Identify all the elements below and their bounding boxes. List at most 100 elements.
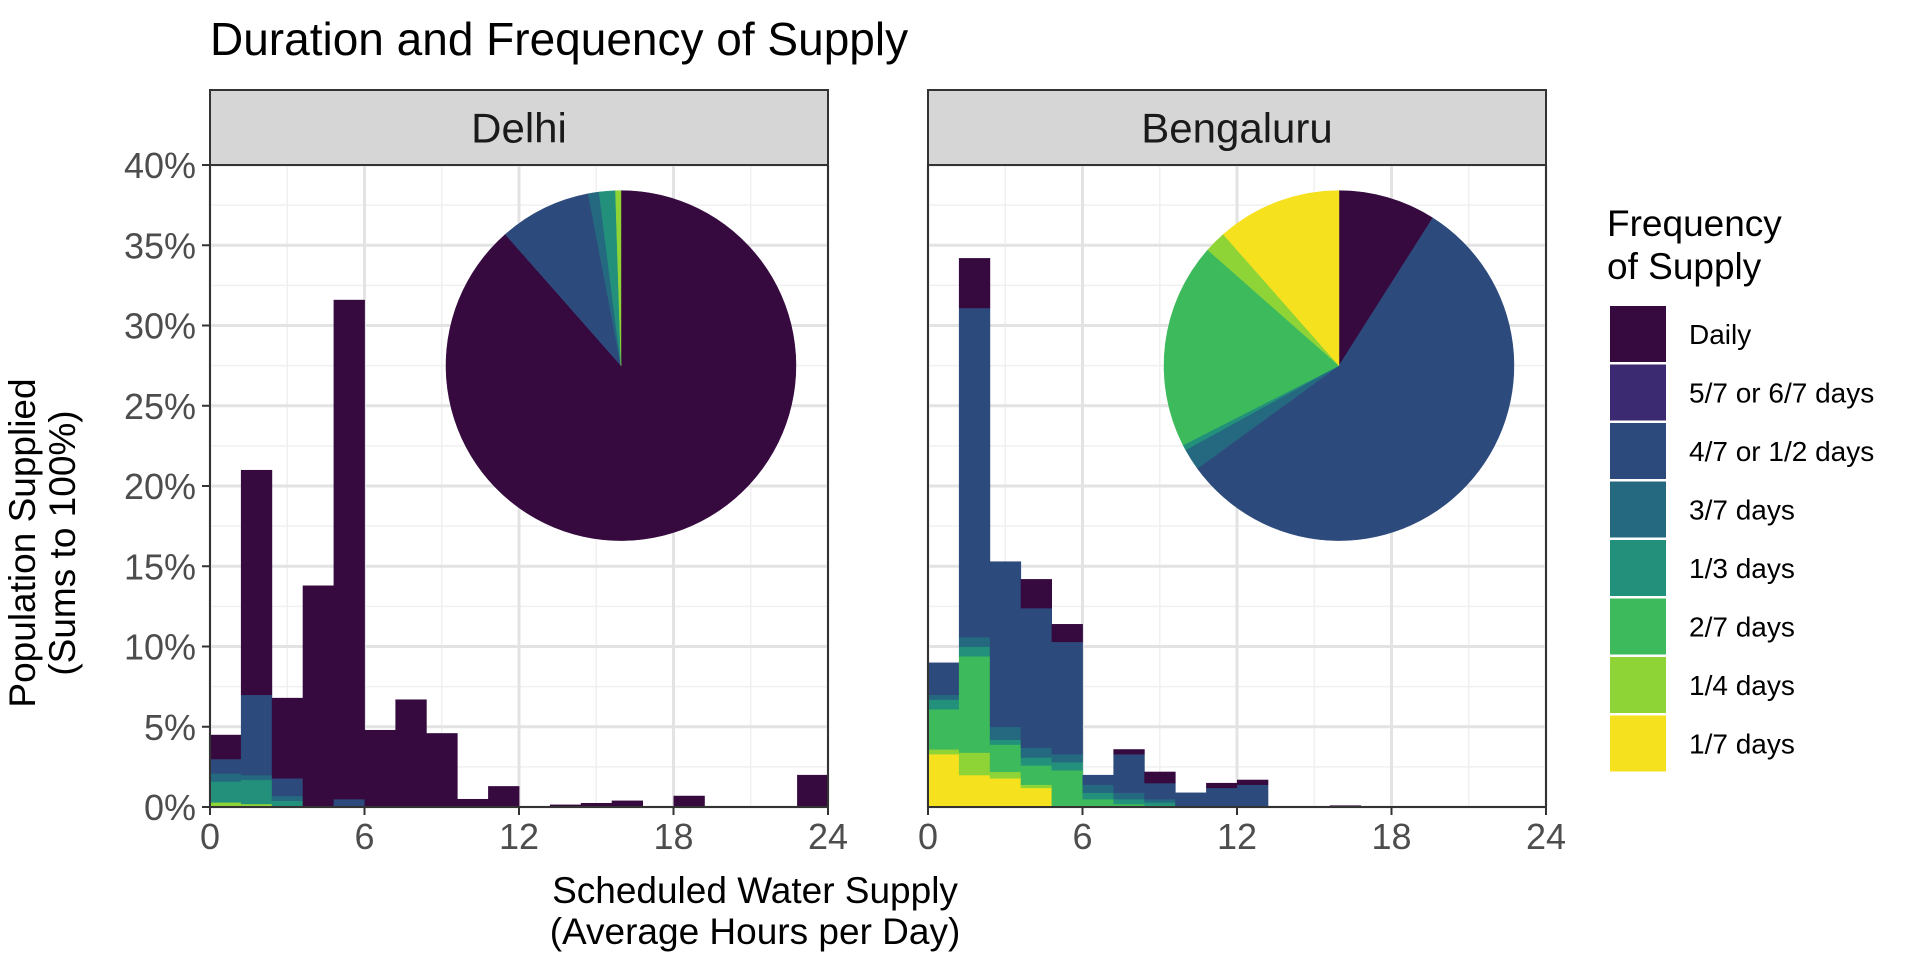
y-tick-label: 35%: [124, 225, 196, 266]
histogram-bar-daily: [240, 469, 273, 696]
histogram-bar-2-7-days: [1051, 770, 1083, 808]
pie-slice-daily: [1338, 190, 1434, 367]
legend-key-label: 3/7 days: [1689, 495, 1795, 526]
x-tick-label: 12: [499, 816, 539, 857]
histogram-bar-1-3-days: [1144, 802, 1176, 806]
histogram-bar-3-7-days: [1020, 747, 1052, 758]
histogram-bar-daily: [395, 699, 427, 808]
histogram-bar-1-3-days: [240, 779, 273, 805]
legend-key-swatch: [1610, 657, 1666, 713]
histogram-bar-daily: [1237, 779, 1269, 785]
pie-slice-1-4-days: [615, 190, 622, 366]
legend-title-line-1: Frequency: [1607, 203, 1782, 244]
histogram-bar-3-7-days: [1082, 784, 1114, 793]
facet-strip-label: Bengaluru: [1141, 105, 1332, 152]
x-tick-label: 6: [354, 816, 374, 857]
histogram-bar-2-7-days: [1020, 765, 1052, 785]
histogram-bar-daily: [1144, 771, 1176, 784]
histogram-bar-daily: [302, 585, 334, 808]
histogram-bar-1-3-days: [958, 646, 991, 657]
histogram-bar-1-3-days: [989, 739, 1022, 745]
histogram-bar-daily: [797, 774, 829, 808]
pie-slice-2-7-days: [1163, 249, 1340, 446]
histogram-bar-daily: [333, 299, 365, 800]
y-axis-title-line-1: Population Supplied: [2, 378, 43, 707]
histogram-bar-1-7-days: [1020, 787, 1052, 808]
histogram-bar-3-7-days: [1051, 754, 1083, 763]
histogram-bar-1-3-days: [210, 781, 242, 803]
histogram-bar-daily: [210, 734, 242, 760]
histogram-bar-1-4-days: [958, 752, 991, 776]
legend-key-label: 1/3 days: [1689, 553, 1795, 584]
histogram-bar-3-7-days: [271, 795, 304, 801]
histogram-bar-1-3-days: [1082, 792, 1114, 800]
y-axis-title: Population Supplied (Sums to 100%): [2, 378, 83, 707]
histogram-bar-4-7-or-1-2-days: [958, 307, 991, 638]
histogram-bar-4-7-or-1-2-days: [1206, 787, 1238, 808]
histogram-bar-3-7-days: [928, 694, 960, 700]
histogram-bar-1-7-days: [989, 778, 1022, 808]
histogram-bar-daily: [673, 795, 705, 808]
legend-key-label: 2/7 days: [1689, 612, 1795, 643]
histogram-bar-1-4-days: [1020, 784, 1052, 789]
y-tick-label: 0%: [144, 787, 196, 828]
histogram-bar-daily: [1206, 782, 1238, 789]
legend-key-swatch: [1610, 598, 1666, 655]
histogram-bar-4-7-or-1-2-days: [1113, 754, 1145, 793]
histogram-bar-2-7-days: [1082, 798, 1114, 808]
pie-slice-4-7-or-1-2-days: [504, 193, 622, 367]
chart-panels: Delhi 0 6 12 18 24 0% 5% 10% 15% 20% 25% 30% 35% 40% Be…: [124, 89, 1566, 857]
x-tick-label: 24: [1526, 816, 1566, 857]
histogram-bar-1-4-days: [928, 749, 960, 755]
legend-key-label: Daily: [1689, 319, 1751, 350]
histogram-bar-4-7-or-1-2-days: [333, 798, 365, 808]
y-axis-title-line-2: (Sums to 100%): [42, 410, 83, 675]
facet-strip: [209, 89, 829, 166]
histogram-bar-4-7-or-1-2-days: [1237, 784, 1269, 808]
legend-key-label: 5/7 or 6/7 days: [1689, 378, 1874, 409]
x-tick-label: 12: [1217, 816, 1257, 857]
y-tick-label: 20%: [124, 466, 196, 507]
legend-item: 1/7 days: [1610, 715, 1795, 772]
histogram-bar-daily: [958, 258, 991, 309]
y-tick-label: 25%: [124, 386, 196, 427]
histogram-bar-4-7-or-1-2-days: [1051, 641, 1083, 755]
legend-key-label: 1/4 days: [1689, 670, 1795, 701]
histogram-bar-2-7-days: [928, 709, 960, 750]
legend-key-swatch: [1610, 540, 1666, 596]
histogram-bar-1-4-days: [210, 802, 242, 808]
legend-key-swatch: [1610, 715, 1666, 772]
histogram-bar-3-7-days: [989, 726, 1022, 740]
histogram-bar-3-7-days: [240, 774, 273, 781]
histogram-bar-1-3-days: [1020, 757, 1052, 766]
histogram-bar-daily: [1113, 749, 1145, 755]
legend: Frequency of Supply Daily 5/7 or 6/7 days…: [1607, 203, 1874, 772]
facet-strip: [927, 89, 1547, 166]
histogram-bar-1-4-days: [989, 771, 1022, 779]
histogram-bar-daily: [1051, 624, 1083, 643]
x-tick-label: 18: [1371, 816, 1411, 857]
legend-item: 3/7 days: [1610, 481, 1795, 538]
histogram-bar-1-3-days: [1113, 798, 1145, 805]
y-tick-label: 15%: [124, 546, 196, 587]
y-tick-label: 10%: [124, 627, 196, 668]
x-axis-title-line-2: (Average Hours per Day): [550, 911, 961, 952]
histogram-bar-4-7-or-1-2-days: [1175, 792, 1207, 808]
facet-strip-label: Delhi: [471, 105, 567, 152]
y-tick-label: 30%: [124, 306, 196, 347]
chart-title: Duration and Frequency of Supply: [210, 13, 908, 65]
legend-item: Daily: [1610, 306, 1751, 362]
legend-key-swatch: [1610, 423, 1666, 479]
histogram-bar-1-7-days: [928, 754, 960, 808]
facet-bengaluru: Bengaluru 0 6 12 18 24: [918, 89, 1566, 857]
y-tick-label: 5%: [144, 707, 196, 748]
histogram-bar-daily: [611, 800, 643, 808]
legend-key-label: 1/7 days: [1689, 729, 1795, 760]
legend-title-line-2: of Supply: [1607, 246, 1762, 287]
histogram-bar-3-7-days: [958, 636, 991, 647]
x-axis-title-line-1: Scheduled Water Supply: [552, 870, 958, 911]
x-tick-label: 18: [653, 816, 693, 857]
x-tick-label: 24: [808, 816, 848, 857]
pie-slice-1-7-days: [1222, 190, 1340, 367]
pie-slice-4-7-or-1-2-days: [1197, 217, 1515, 541]
